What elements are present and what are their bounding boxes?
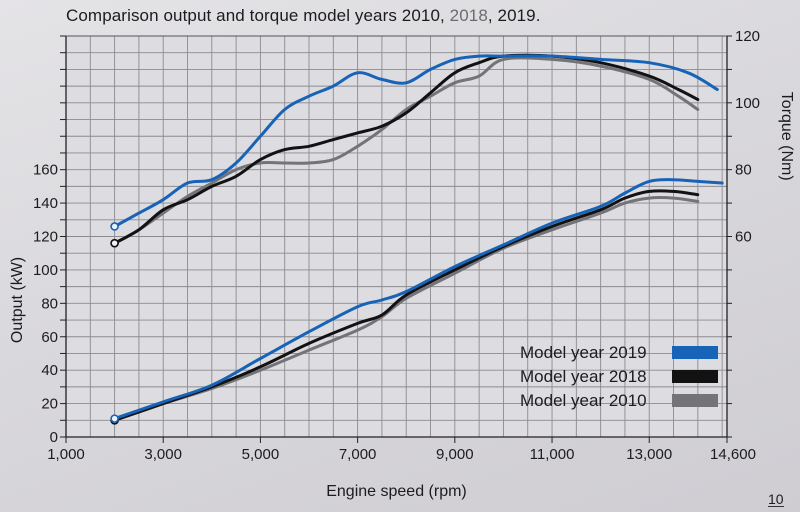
axes (60, 35, 732, 443)
series-line-model-year-2019-output (113, 178, 724, 421)
y-left-tick-label: 0 (50, 429, 58, 446)
y-right-tick-label: 80 (735, 162, 752, 179)
y-left-tick-label: 100 (33, 262, 58, 279)
y-right-tick-label: 120 (735, 28, 760, 45)
x-tick-label: 7,000 (339, 446, 377, 463)
y-left-tick-label: 60 (41, 329, 58, 346)
y-left-tick-label: 120 (33, 229, 58, 246)
x-tick-label: 11,000 (530, 446, 575, 463)
legend-swatch (672, 346, 718, 359)
grid (65, 35, 727, 438)
chart-title-2018: 2018 (449, 6, 488, 25)
series-line-model-year-2019-torque (113, 54, 719, 228)
series-start-marker-model-year-2019-output (110, 414, 119, 423)
series-line-model-year-2010-torque (113, 56, 700, 245)
x-tick-label: 3,000 (144, 446, 182, 463)
series-lines (110, 53, 724, 425)
y-left-tick-label: 160 (33, 162, 58, 179)
tick-labels: 1,000 3,000 5,000 7,000 9,000 11,000 13,000 14,… (33, 28, 760, 463)
legend-swatch (672, 370, 718, 383)
x-tick-label: 9,000 (436, 446, 474, 463)
series-line-model-year-2010-output (113, 196, 700, 422)
y-left-tick-label: 80 (41, 295, 58, 312)
x-tick-label: 5,000 (242, 446, 280, 463)
page-number: 10 (768, 491, 784, 507)
legend-label: Model year 2019 (520, 343, 647, 362)
y-right-axis-title: Torque (Nm) (778, 92, 795, 181)
legend-swatch (672, 394, 718, 407)
series-start-marker-model-year-2019-torque (110, 222, 119, 231)
legend: Model year 2019 Model year 2018 Model year… (520, 343, 718, 410)
chart-title-suffix: , 2019. (487, 6, 541, 25)
x-tick-label: 14,600 (710, 446, 756, 463)
series-line-model-year-2018-output (113, 189, 700, 422)
x-tick-label: 13,000 (626, 446, 672, 463)
y-left-axis-title: Output (kW) (9, 257, 26, 343)
y-left-tick-label: 140 (33, 195, 58, 212)
legend-label: Model year 2018 (520, 367, 647, 386)
y-left-tick-label: 40 (41, 362, 58, 379)
x-tick-label: 1,000 (47, 446, 85, 463)
legend-label: Model year 2010 (520, 391, 647, 410)
series-start-marker-model-year-2018-torque (110, 238, 119, 248)
y-right-tick-label: 100 (735, 95, 760, 112)
chart-title: Comparison output and torque model years… (66, 6, 541, 26)
y-left-tick-label: 20 (41, 396, 58, 413)
y-right-tick-label: 60 (735, 229, 752, 246)
chart-title-prefix: Comparison output and torque model years… (66, 6, 450, 25)
x-axis-title: Engine speed (rpm) (326, 483, 467, 500)
